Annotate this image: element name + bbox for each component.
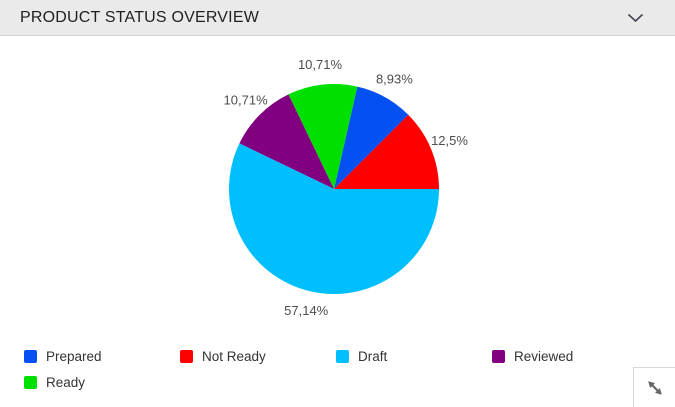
legend-item-not-ready[interactable]: Not Ready: [180, 349, 336, 364]
legend-swatch-not-ready: [180, 349, 193, 363]
legend-item-ready[interactable]: Ready: [24, 375, 180, 390]
legend-item-draft[interactable]: Draft: [336, 349, 492, 364]
chart-legend: Prepared Not Ready Draft Reviewed Ready: [24, 343, 648, 395]
resize-diagonal-icon: [647, 380, 662, 395]
pie-label-not-ready: 12,5%: [431, 133, 468, 148]
pie-slice-not-ready[interactable]: [334, 114, 439, 189]
pie-slice-reviewed[interactable]: [239, 94, 334, 189]
collapse-button[interactable]: [623, 6, 647, 30]
legend-label: Reviewed: [514, 348, 574, 364]
legend-label: Draft: [358, 348, 388, 364]
legend-label: Not Ready: [202, 348, 266, 364]
legend-label: Ready: [46, 374, 86, 390]
legend-item-prepared[interactable]: Prepared: [24, 349, 180, 364]
pie-slice-draft[interactable]: [229, 143, 439, 295]
pie-slice-prepared[interactable]: [334, 86, 409, 189]
legend-swatch-ready: [24, 375, 37, 389]
pie-slice-ready[interactable]: [288, 84, 358, 189]
widget-title: PRODUCT STATUS OVERVIEW: [20, 8, 259, 26]
resize-handle[interactable]: [633, 367, 675, 407]
legend-item-reviewed[interactable]: Reviewed: [492, 349, 648, 364]
legend-swatch-draft: [336, 349, 349, 363]
legend-swatch-reviewed: [492, 349, 505, 363]
widget-header: PRODUCT STATUS OVERVIEW: [0, 0, 675, 36]
legend-swatch-prepared: [24, 349, 37, 363]
legend-label: Prepared: [46, 348, 102, 364]
pie-label-ready: 10,71%: [298, 57, 343, 72]
chevron-down-icon: [627, 13, 643, 22]
pie-label-reviewed: 10,71%: [224, 93, 269, 108]
pie-label-draft: 57,14%: [284, 303, 329, 318]
pie-label-prepared: 8,93%: [376, 72, 413, 87]
